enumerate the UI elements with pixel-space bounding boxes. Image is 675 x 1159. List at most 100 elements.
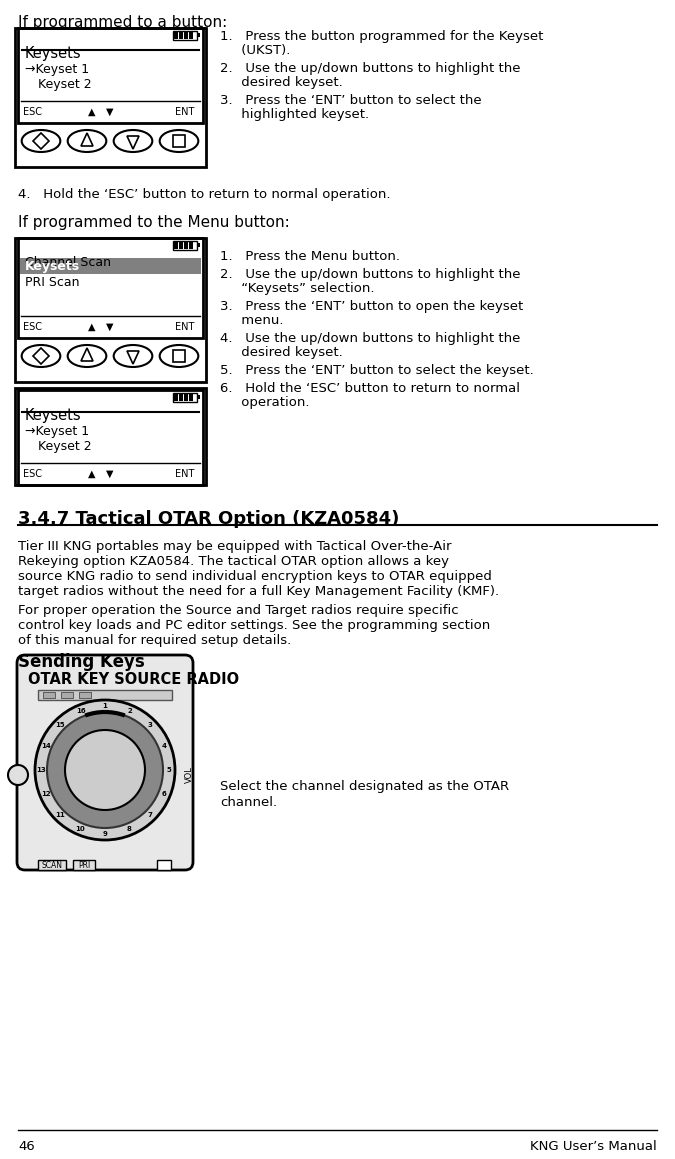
Bar — [173, 393, 197, 402]
Text: ▲: ▲ — [88, 107, 95, 117]
Circle shape — [65, 730, 145, 810]
Text: 2: 2 — [127, 708, 132, 714]
Bar — [38, 690, 172, 700]
Bar — [43, 692, 55, 698]
Text: For proper operation the Source and Target radios require specific: For proper operation the Source and Targ… — [18, 604, 458, 617]
Bar — [173, 350, 185, 362]
Text: ESC: ESC — [23, 107, 42, 117]
Text: 2.   Use the up/down buttons to highlight the: 2. Use the up/down buttons to highlight … — [220, 268, 520, 280]
Bar — [38, 860, 66, 870]
Text: Rekeying option KZA0584. The tactical OTAR option allows a key: Rekeying option KZA0584. The tactical OT… — [18, 555, 449, 568]
Ellipse shape — [68, 130, 107, 152]
Bar — [20, 258, 201, 274]
Text: →Keyset 1: →Keyset 1 — [25, 63, 89, 76]
Text: 46: 46 — [18, 1140, 34, 1153]
Text: Keyset 2: Keyset 2 — [38, 440, 92, 453]
Bar — [173, 241, 197, 250]
Text: 15: 15 — [55, 722, 65, 728]
Text: VOL: VOL — [185, 766, 194, 783]
Text: 12: 12 — [41, 792, 51, 797]
Bar — [173, 31, 197, 41]
Polygon shape — [127, 351, 139, 364]
Bar — [174, 242, 178, 249]
Ellipse shape — [113, 345, 153, 367]
Bar — [179, 32, 183, 39]
Text: Keyset 2: Keyset 2 — [38, 78, 92, 92]
Bar — [189, 394, 193, 401]
Text: ESC: ESC — [23, 469, 42, 479]
Bar — [15, 238, 206, 382]
Text: Keysets: Keysets — [25, 408, 82, 423]
FancyBboxPatch shape — [17, 655, 193, 870]
Bar — [197, 243, 200, 247]
Ellipse shape — [113, 130, 153, 152]
Bar — [189, 32, 193, 39]
Text: 4: 4 — [161, 743, 167, 749]
Text: of this manual for required setup details.: of this manual for required setup detail… — [18, 634, 291, 647]
Bar — [179, 394, 183, 401]
Polygon shape — [81, 348, 93, 360]
Polygon shape — [33, 133, 49, 150]
Text: 1.   Press the button programmed for the Keyset: 1. Press the button programmed for the K… — [220, 30, 543, 43]
Text: PRI: PRI — [78, 860, 90, 869]
Bar — [197, 32, 200, 37]
Text: 7: 7 — [148, 812, 153, 818]
Text: channel.: channel. — [220, 796, 277, 809]
Text: OTAR KEY SOURCE RADIO: OTAR KEY SOURCE RADIO — [28, 672, 239, 687]
Text: (UKST).: (UKST). — [220, 44, 290, 57]
Text: 5: 5 — [167, 767, 171, 773]
Bar — [15, 28, 206, 167]
Bar — [184, 32, 188, 39]
Text: 3.   Press the ‘ENT’ button to open the keyset: 3. Press the ‘ENT’ button to open the ke… — [220, 300, 523, 313]
Text: ENT: ENT — [175, 107, 194, 117]
Bar — [61, 692, 73, 698]
Text: Select the channel designated as the OTAR: Select the channel designated as the OTA… — [220, 780, 509, 793]
Text: ▼: ▼ — [106, 469, 113, 479]
Polygon shape — [33, 348, 49, 364]
Text: ENT: ENT — [175, 322, 194, 331]
Bar — [184, 242, 188, 249]
Circle shape — [8, 765, 28, 785]
Text: ESC: ESC — [23, 322, 42, 331]
Text: 5.   Press the ‘ENT’ button to select the keyset.: 5. Press the ‘ENT’ button to select the … — [220, 364, 534, 377]
Ellipse shape — [68, 345, 107, 367]
Text: 1: 1 — [103, 704, 107, 709]
Text: If programmed to a button:: If programmed to a button: — [18, 15, 227, 30]
Text: 4.   Use the up/down buttons to highlight the: 4. Use the up/down buttons to highlight … — [220, 331, 520, 345]
Bar — [174, 394, 178, 401]
Text: ▼: ▼ — [106, 322, 113, 331]
Bar — [18, 389, 203, 484]
Text: 1.   Press the Menu button.: 1. Press the Menu button. — [220, 250, 400, 263]
Text: target radios without the need for a full Key Management Facility (KMF).: target radios without the need for a ful… — [18, 585, 499, 598]
Text: source KNG radio to send individual encryption keys to OTAR equipped: source KNG radio to send individual encr… — [18, 570, 492, 583]
Text: desired keyset.: desired keyset. — [220, 347, 343, 359]
Text: PRI Scan: PRI Scan — [25, 276, 80, 289]
Text: 3: 3 — [148, 722, 153, 728]
Text: control key loads and PC editor settings. See the programming section: control key loads and PC editor settings… — [18, 619, 490, 632]
Circle shape — [47, 712, 163, 828]
Bar — [15, 388, 206, 484]
Text: Sending Keys: Sending Keys — [18, 653, 144, 671]
Text: →Keyset 1: →Keyset 1 — [25, 425, 89, 438]
Text: SCAN: SCAN — [41, 860, 63, 869]
Text: Keysets: Keysets — [25, 46, 82, 61]
Text: operation.: operation. — [220, 396, 310, 409]
Text: ENT: ENT — [175, 469, 194, 479]
Text: 6: 6 — [162, 792, 167, 797]
Text: KNG User’s Manual: KNG User’s Manual — [531, 1140, 657, 1153]
Bar — [157, 860, 171, 870]
Polygon shape — [127, 136, 139, 150]
Ellipse shape — [160, 345, 198, 367]
Bar — [173, 134, 185, 147]
Bar — [197, 395, 200, 399]
Text: 3.   Press the ‘ENT’ button to select the: 3. Press the ‘ENT’ button to select the — [220, 94, 482, 107]
Bar — [73, 860, 95, 870]
Text: 16: 16 — [76, 708, 85, 714]
Text: 10: 10 — [76, 826, 85, 832]
Ellipse shape — [22, 130, 60, 152]
Text: 3.4.7 Tactical OTAR Option (KZA0584): 3.4.7 Tactical OTAR Option (KZA0584) — [18, 510, 400, 529]
Text: menu.: menu. — [220, 314, 284, 327]
Text: Tier III KNG portables may be equipped with Tactical Over-the-Air: Tier III KNG portables may be equipped w… — [18, 540, 452, 553]
Bar — [174, 32, 178, 39]
Bar — [79, 692, 91, 698]
